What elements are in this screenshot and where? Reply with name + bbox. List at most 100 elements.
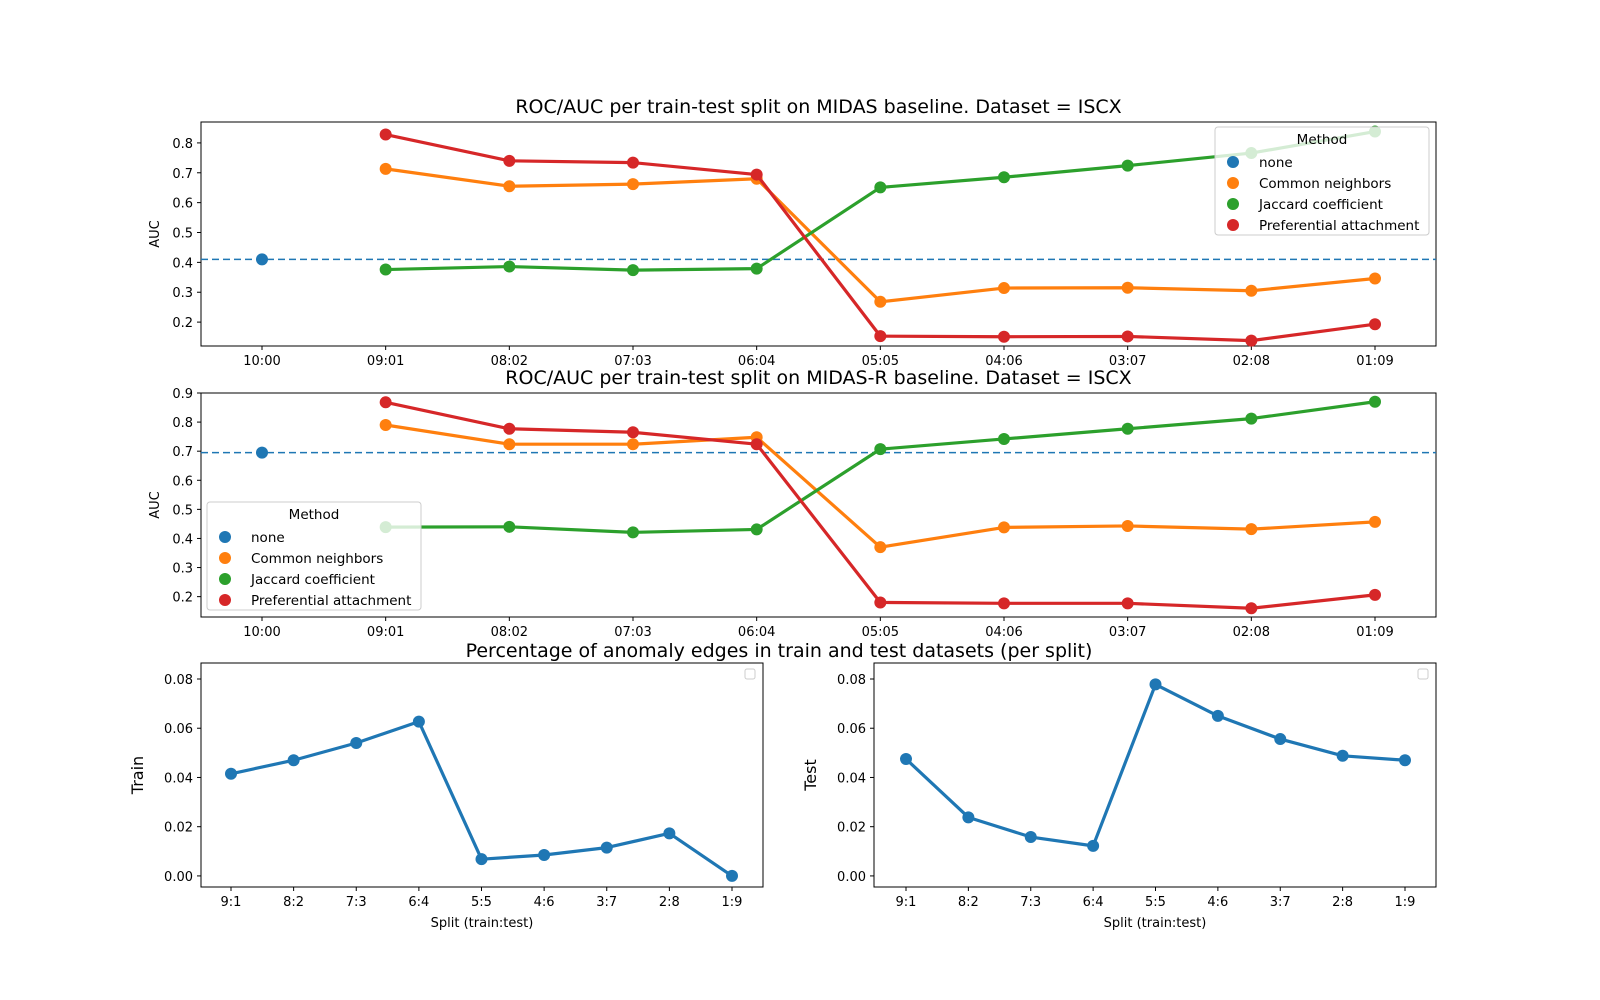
data-point-preferential-attachment: [627, 156, 639, 169]
data-point-series: [350, 737, 363, 749]
data-point-series: [663, 827, 676, 840]
data-point-series: [1211, 709, 1224, 722]
legend-entry: Common neighbors: [1259, 176, 1391, 192]
y-tick-label: 0.3: [172, 286, 193, 301]
x-tick-label: 4:6: [1207, 895, 1228, 910]
x-tick-label: 09:01: [367, 354, 404, 369]
data-point-series: [1087, 839, 1100, 852]
data-point-preferential-attachment: [998, 330, 1010, 343]
data-point-preferential-attachment: [874, 330, 887, 343]
x-axis-label: Split (train:test): [1104, 916, 1207, 931]
data-point-common-neighbors: [998, 521, 1010, 534]
data-point-preferential-attachment: [750, 438, 763, 451]
empty-legend-box: [1417, 668, 1429, 680]
series-line-jaccard-coefficient: [385, 400, 1376, 534]
y-axis-label: Test: [801, 759, 820, 792]
legend-box: [206, 501, 422, 611]
legend-marker: [1227, 198, 1239, 210]
chart-title: ROC/AUC per train-test split on MIDAS-R …: [505, 367, 1131, 389]
data-point-preferential-attachment: [503, 154, 516, 167]
y-tick-label: 0.00: [164, 870, 193, 885]
data-point-series: [287, 754, 300, 767]
plot-frame: [873, 662, 1437, 888]
data-point-series: [412, 715, 425, 728]
x-tick-label: 05:05: [862, 625, 899, 640]
x-tick-label: 09:01: [367, 625, 404, 640]
y-tick-label: 0.4: [172, 532, 193, 547]
legend-title: Method: [289, 507, 340, 523]
data-point-none: [256, 253, 268, 266]
data-point-preferential-attachment: [379, 396, 392, 409]
data-point-series: [1149, 678, 1162, 691]
y-tick-label: 0.5: [172, 227, 193, 242]
data-point-jaccard-coefficient: [1121, 422, 1134, 435]
legend-entry: Jaccard coefficient: [1258, 197, 1383, 213]
data-point-series: [1024, 831, 1037, 844]
data-point-series: [1336, 749, 1349, 762]
data-point-series: [475, 853, 488, 866]
data-point-none: [256, 446, 268, 459]
data-point-preferential-attachment: [1121, 330, 1134, 343]
empty-legend-box: [744, 668, 756, 680]
legend-marker: [219, 573, 231, 585]
y-tick-label: 0.02: [164, 821, 193, 836]
chart-test: 9:1 8:2 7:3 6:4 5:5 4:6 3:7 2:8 1:9 0.00 0.02 0.04 0…: [801, 662, 1437, 931]
x-tick-label: 04:06: [985, 354, 1022, 369]
legend-box: [1214, 126, 1430, 236]
x-tick-label: 6:4: [1083, 895, 1104, 910]
data-point-common-neighbors: [503, 438, 516, 451]
data-point-series: [900, 753, 912, 765]
data-point-preferential-attachment: [750, 168, 763, 181]
x-tick-label: 7:3: [346, 895, 367, 910]
data-point-series: [1399, 754, 1411, 767]
legend-marker: [219, 531, 231, 543]
x-tick-label: 8:2: [283, 895, 304, 910]
chart-midas_r: ROC/AUC per train-test split on MIDAS-R …: [148, 367, 1437, 640]
x-tick-label: 01:09: [1356, 354, 1393, 369]
y-tick-label: 0.08: [164, 673, 193, 688]
x-tick-label: 4:6: [534, 895, 555, 910]
data-point-preferential-attachment: [1245, 334, 1258, 347]
plot-frame: [200, 121, 1437, 347]
chart-midas: ROC/AUC per train-test split on MIDAS ba…: [148, 96, 1437, 369]
data-point-common-neighbors: [1121, 281, 1134, 294]
data-point-jaccard-coefficient: [874, 181, 887, 194]
data-point-jaccard-coefficient: [627, 264, 639, 277]
y-tick-label: 0.2: [172, 591, 193, 606]
x-tick-label: 3:7: [1270, 895, 1291, 910]
data-point-jaccard-coefficient: [750, 262, 763, 275]
x-tick-label: 2:8: [1332, 895, 1353, 910]
x-tick-label: 1:9: [722, 895, 743, 910]
data-point-jaccard-coefficient: [750, 523, 763, 536]
data-point-jaccard-coefficient: [503, 520, 516, 533]
x-tick-label: 08:02: [491, 354, 528, 369]
data-point-jaccard-coefficient: [1121, 159, 1134, 172]
data-point-common-neighbors: [627, 178, 639, 191]
y-tick-label: 0.3: [172, 562, 193, 577]
y-tick-label: 0.4: [172, 256, 193, 271]
series-line-preferential-attachment: [385, 400, 1376, 610]
plot-frame: [200, 392, 1437, 618]
y-tick-label: 0.02: [837, 821, 866, 836]
data-point-jaccard-coefficient: [998, 171, 1010, 184]
data-point-jaccard-coefficient: [1245, 412, 1258, 425]
data-point-jaccard-coefficient: [1369, 395, 1381, 408]
y-tick-label: 0.2: [172, 316, 193, 331]
series-line-series: [230, 719, 733, 878]
legend-entry: Jaccard coefficient: [250, 572, 375, 588]
x-tick-label: 02:08: [1233, 354, 1270, 369]
data-point-common-neighbors: [379, 419, 392, 431]
y-tick-label: 0.7: [172, 167, 193, 182]
y-tick-label: 0.06: [164, 722, 193, 737]
data-point-preferential-attachment: [874, 596, 887, 609]
data-point-common-neighbors: [1369, 272, 1381, 285]
x-tick-label: 03:07: [1109, 625, 1146, 640]
data-point-preferential-attachment: [1369, 588, 1381, 601]
data-point-series: [726, 869, 738, 882]
x-tick-label: 06:04: [738, 354, 775, 369]
x-tick-label: 10:00: [243, 354, 280, 369]
y-axis-label: AUC: [148, 220, 163, 248]
y-tick-label: 0.7: [172, 445, 193, 460]
